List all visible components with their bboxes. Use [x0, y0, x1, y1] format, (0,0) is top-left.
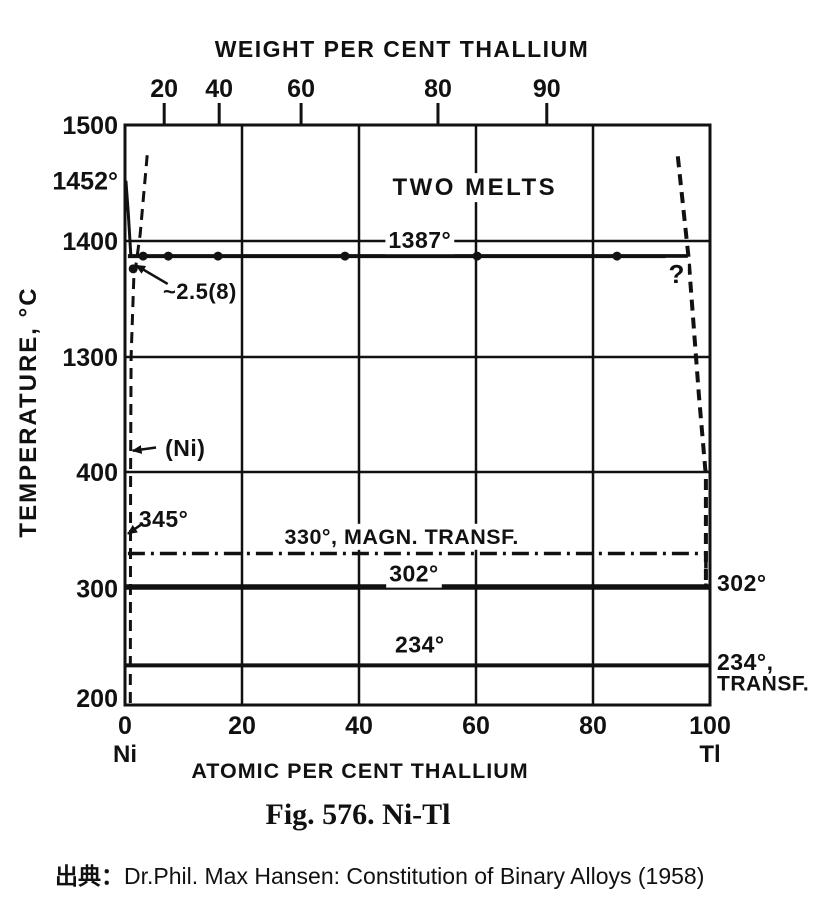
ni-phase-label: (Ni): [165, 435, 205, 461]
top-tick-label-90: 90: [533, 75, 561, 103]
source-text: Dr.Phil. Max Hansen: Constitution of Bin…: [124, 863, 704, 889]
curve-melt-boundary-left: [133, 155, 149, 273]
data-point: [163, 251, 173, 261]
data-point: [138, 251, 148, 261]
data-points: [128, 251, 622, 274]
temp-234-label-bg: [392, 630, 448, 659]
temp-234-right-label: 234°,: [717, 649, 773, 675]
y-axis-title: TEMPERATURE, °C: [15, 286, 42, 537]
curve-ni-phase-boundary: [128, 278, 136, 706]
solubility-label-arrow: [135, 264, 169, 285]
gridlines: [125, 125, 710, 705]
temp-234-label: 234°: [395, 632, 445, 658]
monotectic-temp-label-bg: [385, 226, 455, 255]
x-tick-label-80: 80: [579, 712, 607, 740]
top-tick-label-60: 60: [287, 75, 315, 103]
two-melts-label: TWO MELTS: [392, 174, 557, 201]
x-tick-label-60: 60: [462, 712, 490, 740]
y-tick-label-1452°: 1452°: [52, 168, 118, 196]
two-melts-label-bg: [389, 173, 561, 203]
x-tick-label-40: 40: [345, 712, 373, 740]
y-tick-label-1500: 1500: [62, 112, 118, 140]
temp-302-label: 302°: [389, 561, 439, 587]
data-point: [472, 251, 482, 261]
source-prefix: 出典：: [55, 863, 124, 889]
x-tick-label-20: 20: [228, 712, 256, 740]
curve-liquidus-ni: [124, 180, 133, 255]
plot-frame: [123, 123, 712, 707]
y-tick-label-300: 300: [76, 576, 118, 604]
ni-phase-label-bg: [162, 434, 209, 463]
data-point: [612, 251, 622, 261]
temp-302-label-bg: [386, 559, 442, 588]
curve-melt-boundary-right: [675, 156, 708, 585]
temp-345-label-bg: [135, 504, 192, 533]
x-axis-title: ATOMIC PER CENT THALLIUM: [191, 759, 528, 783]
transf-right-label: TRANSF.: [717, 672, 809, 695]
curve-magnetic-transformation-330: [127, 551, 708, 585]
magn-transf-label: 330°, MAGN. TRANSF.: [285, 525, 519, 549]
data-point: [340, 251, 350, 261]
figure-caption: Fig. 576. Ni-Tl: [266, 798, 451, 831]
y-tick-label-1300: 1300: [62, 344, 118, 372]
top-tick-label-20: 20: [150, 75, 178, 103]
temp-345-label-arrow: [127, 523, 143, 535]
y-tick-label-1400: 1400: [62, 228, 118, 256]
source-line: 出典：Dr.Phil. Max Hansen: Constitution of …: [55, 863, 704, 889]
top-tick-label-40: 40: [205, 75, 233, 103]
monotectic-temp-label: 1387°: [388, 227, 451, 253]
temp-345-label: 345°: [139, 506, 189, 532]
y-tick-label-400: 400: [76, 459, 118, 487]
solubility-label-bg: [159, 277, 240, 305]
magn-transf-label-bg: [281, 523, 522, 550]
element-label-Ni: Ni: [113, 741, 137, 768]
question-mark-bg: [665, 257, 688, 290]
x-tick-label-0: 0: [118, 712, 132, 740]
y-tick-label-200: 200: [76, 685, 118, 713]
data-point: [213, 251, 223, 261]
solubility-label: ~2.5(8): [163, 279, 237, 304]
element-label-Tl: Tl: [699, 741, 720, 768]
x-tick-label-100: 100: [689, 712, 731, 740]
question-mark: ?: [668, 259, 684, 289]
annotations: TWO MELTS 1387° ~2.5(8) (Ni) 345° 330°, MAGN.…: [127, 173, 809, 695]
top-tick-label-80: 80: [424, 75, 452, 103]
ni-phase-label-arrow: [131, 445, 157, 454]
top-axis-title: WEIGHT PER CENT THALLIUM: [215, 36, 590, 62]
temp-302-right-label: 302°: [717, 570, 767, 596]
